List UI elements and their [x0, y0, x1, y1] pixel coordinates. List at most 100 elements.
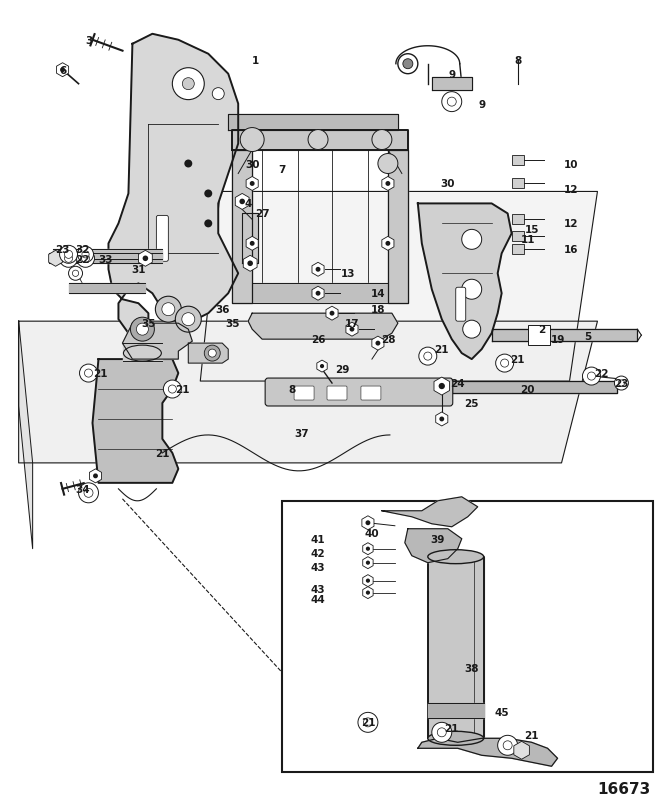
Circle shape: [372, 131, 392, 150]
Circle shape: [496, 354, 514, 372]
Polygon shape: [252, 284, 388, 304]
Text: 33: 33: [98, 255, 112, 265]
Text: 40: 40: [365, 528, 379, 538]
Circle shape: [80, 365, 98, 383]
Text: 30: 30: [245, 159, 260, 169]
Circle shape: [349, 328, 355, 333]
Circle shape: [419, 348, 437, 366]
Text: 36: 36: [215, 305, 229, 315]
Circle shape: [182, 313, 195, 326]
Text: 4: 4: [244, 200, 252, 209]
Text: 21: 21: [444, 723, 459, 733]
Circle shape: [248, 261, 253, 267]
Circle shape: [72, 271, 79, 277]
Circle shape: [204, 345, 220, 362]
Text: 29: 29: [334, 365, 349, 375]
Text: 18: 18: [371, 305, 385, 315]
Circle shape: [448, 98, 456, 107]
Circle shape: [363, 718, 373, 727]
Circle shape: [463, 321, 481, 339]
Circle shape: [93, 474, 98, 478]
Polygon shape: [452, 382, 617, 393]
Circle shape: [432, 723, 452, 742]
Text: 22: 22: [594, 369, 609, 379]
Polygon shape: [92, 359, 179, 483]
Bar: [282, 501, 654, 772]
Circle shape: [136, 324, 149, 336]
Polygon shape: [122, 324, 192, 359]
Circle shape: [82, 251, 89, 259]
Text: 3: 3: [85, 36, 92, 45]
Circle shape: [155, 297, 181, 323]
Circle shape: [500, 359, 508, 367]
Text: 21: 21: [524, 731, 539, 740]
Circle shape: [403, 60, 413, 70]
Circle shape: [462, 280, 482, 300]
Text: 41: 41: [310, 534, 325, 544]
Circle shape: [78, 247, 94, 263]
Text: 16: 16: [564, 245, 579, 255]
Text: 2: 2: [538, 324, 545, 335]
Text: 20: 20: [520, 384, 535, 394]
Circle shape: [84, 370, 92, 378]
Circle shape: [60, 246, 78, 264]
Polygon shape: [49, 254, 163, 264]
Circle shape: [583, 367, 601, 385]
Polygon shape: [418, 738, 557, 766]
Text: 6: 6: [59, 66, 66, 75]
Text: 35: 35: [225, 319, 240, 328]
Circle shape: [462, 230, 482, 250]
Text: 8: 8: [288, 384, 296, 394]
Polygon shape: [200, 192, 597, 382]
Text: 28: 28: [381, 335, 395, 345]
Text: 5: 5: [584, 332, 591, 341]
Text: 7: 7: [278, 165, 286, 175]
Circle shape: [240, 200, 245, 205]
FancyBboxPatch shape: [456, 288, 466, 322]
Text: 44: 44: [310, 594, 325, 604]
Polygon shape: [418, 204, 512, 359]
Text: 9: 9: [448, 70, 456, 79]
Circle shape: [208, 350, 216, 358]
Text: 22: 22: [76, 255, 90, 265]
Bar: [512, 245, 524, 255]
Polygon shape: [68, 284, 145, 294]
Polygon shape: [388, 150, 408, 304]
Text: 9: 9: [478, 100, 485, 109]
Circle shape: [250, 182, 255, 187]
Circle shape: [378, 154, 398, 174]
Circle shape: [250, 242, 255, 247]
Circle shape: [385, 242, 390, 247]
Circle shape: [366, 547, 370, 551]
Text: 32: 32: [76, 245, 90, 255]
Polygon shape: [232, 150, 252, 304]
Circle shape: [162, 303, 175, 316]
Circle shape: [330, 311, 334, 316]
Circle shape: [358, 713, 378, 732]
Polygon shape: [432, 78, 472, 91]
Polygon shape: [382, 497, 478, 527]
Polygon shape: [228, 114, 398, 131]
Polygon shape: [188, 344, 228, 363]
Polygon shape: [124, 344, 163, 362]
Circle shape: [320, 364, 324, 369]
Circle shape: [130, 318, 155, 341]
Text: 23: 23: [56, 245, 70, 255]
Polygon shape: [405, 529, 462, 563]
Text: 43: 43: [310, 562, 325, 572]
FancyBboxPatch shape: [157, 216, 169, 262]
Circle shape: [618, 380, 625, 387]
Circle shape: [212, 88, 224, 101]
Circle shape: [68, 267, 82, 281]
Circle shape: [442, 92, 462, 113]
Circle shape: [398, 54, 418, 75]
Bar: [512, 156, 524, 165]
Text: 17: 17: [345, 319, 359, 328]
Polygon shape: [242, 214, 258, 264]
Text: 11: 11: [520, 235, 535, 245]
Text: 16673: 16673: [598, 781, 651, 796]
Text: 12: 12: [564, 219, 579, 229]
Ellipse shape: [124, 345, 161, 362]
Circle shape: [142, 256, 149, 262]
Text: 14: 14: [371, 289, 385, 299]
